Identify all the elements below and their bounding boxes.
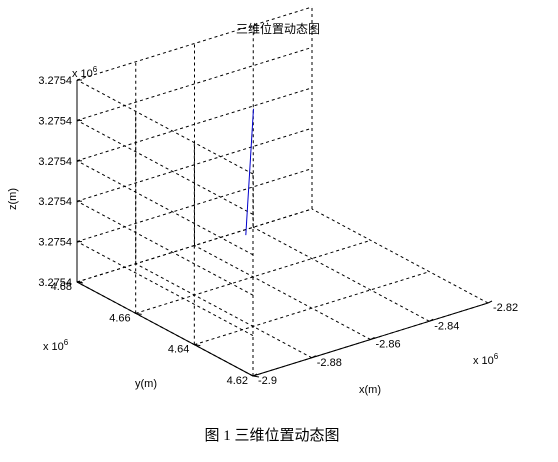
back-grid-line-z xyxy=(76,46,313,121)
z-tick-label: 3.2754 xyxy=(38,277,72,289)
z-tick-label: 3.2754 xyxy=(38,196,72,208)
floor-grid-line-y xyxy=(135,239,371,314)
x-tick-mark xyxy=(487,300,493,304)
x-tick-mark xyxy=(311,355,316,359)
x-tick-mark xyxy=(370,337,375,340)
y-tick-mark xyxy=(135,312,142,315)
side-grid-line-z xyxy=(76,200,254,296)
axes-frame xyxy=(76,79,493,378)
y-tick-label: 4.62 xyxy=(227,375,248,387)
y-tick-mark xyxy=(194,344,201,347)
side-grid-line-z xyxy=(76,160,254,256)
floor-grid-line-x xyxy=(194,245,371,340)
x-tick-label: -2.9 xyxy=(258,375,277,387)
z-tick-label: 3.2754 xyxy=(38,237,72,249)
y-tick-label: 4.68 xyxy=(51,281,72,293)
side-grid-line-z xyxy=(76,119,254,215)
z-exponent-label: x 106 xyxy=(72,65,98,80)
side-grid-line-z xyxy=(76,79,254,175)
y-tick-mark xyxy=(252,375,260,378)
z-tick-label: 3.2754 xyxy=(38,156,72,168)
x-tick-label: -2.88 xyxy=(317,357,342,369)
y-axis-line xyxy=(76,281,254,377)
grid-lines xyxy=(76,6,489,377)
tick-labels: -2.9 -2.88 -2.86 -2.84 -2.82 4.62 4.64 4.66 4.68… xyxy=(38,75,518,387)
series-line xyxy=(245,108,254,236)
figure-caption: 图 1 三维位置动态图 xyxy=(204,427,339,444)
back-grid-line-z xyxy=(76,6,313,81)
y-tick-label: 4.66 xyxy=(109,312,130,324)
data-series xyxy=(245,108,254,236)
z-tick-label: 3.2754 xyxy=(38,75,72,87)
x-exponent-label: x 106 xyxy=(473,352,499,367)
z-tick-label: 3.2754 xyxy=(38,115,72,127)
x-tick-mark xyxy=(429,318,434,322)
back-grid-line-z xyxy=(76,127,313,202)
y-exponent-label: x 106 xyxy=(43,338,69,353)
y-tick-label: 4.64 xyxy=(168,344,189,356)
x-tick-label: -2.84 xyxy=(434,320,459,332)
floor-grid-line-y xyxy=(194,271,430,346)
x-tick-label: -2.86 xyxy=(376,339,401,351)
y-axis-label: y(m) xyxy=(135,378,157,390)
z-axis-label: z(m) xyxy=(7,188,19,210)
floor-grid-line-x xyxy=(135,263,312,359)
back-grid-line-z xyxy=(76,87,313,162)
floor-grid-line-x xyxy=(253,226,430,322)
back-grid-line-z xyxy=(76,168,313,243)
x-axis-label: x(m) xyxy=(359,384,381,396)
back-grid-line-z xyxy=(76,208,313,283)
side-grid-line-z xyxy=(76,241,254,337)
x-tick-label: -2.82 xyxy=(493,302,518,314)
floor-grid-line-x xyxy=(311,208,489,304)
chart-title: 三维位置动态图 xyxy=(236,21,320,36)
